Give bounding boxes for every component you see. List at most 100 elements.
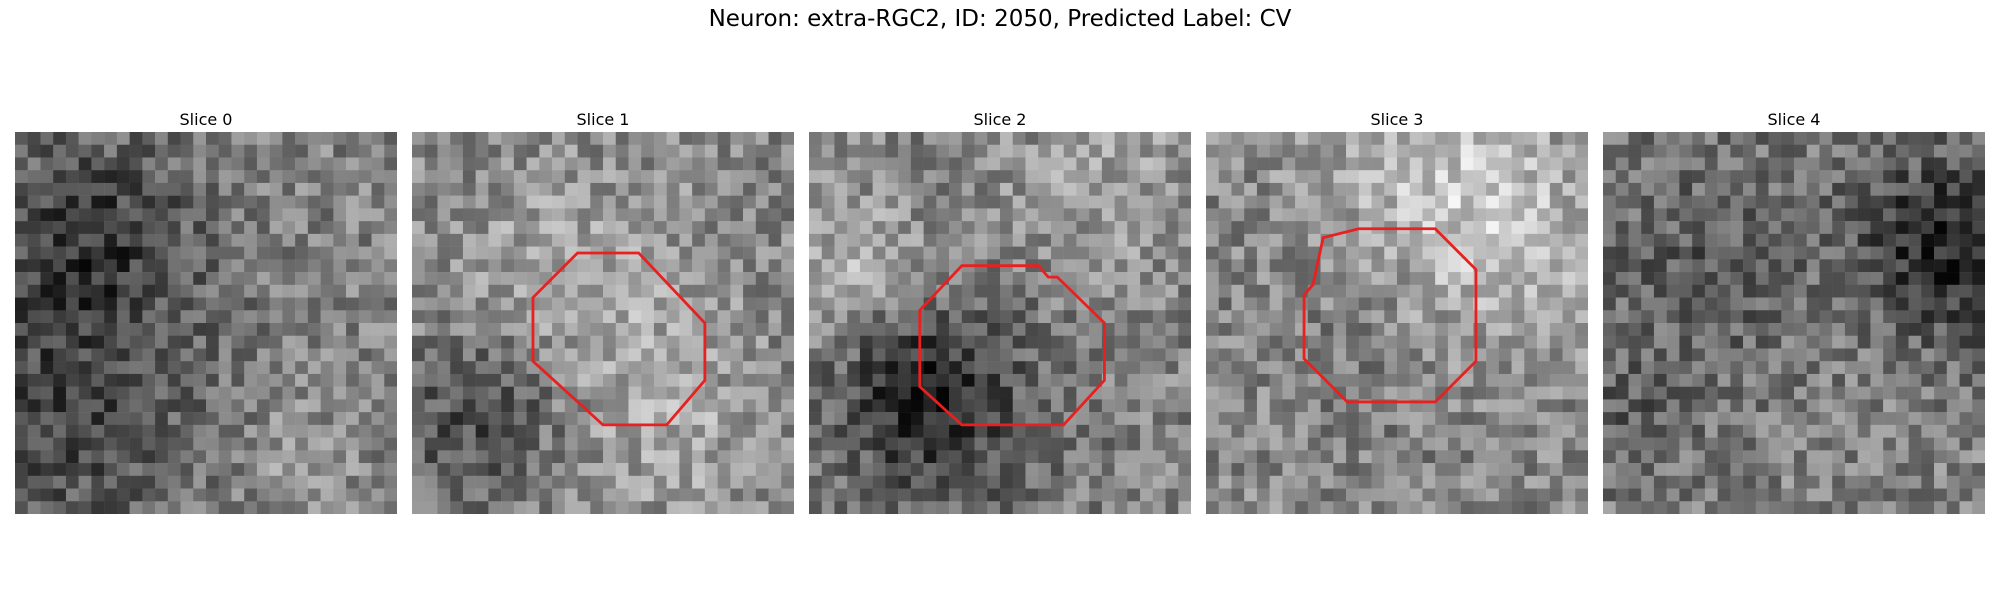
image-pixel [129, 284, 143, 298]
image-pixel [450, 323, 464, 336]
image-pixel [437, 386, 451, 400]
image-pixel [1333, 335, 1347, 349]
image-pixel [1934, 310, 1948, 324]
image-pixel [15, 246, 28, 260]
image-pixel [1575, 348, 1588, 362]
image-pixel [218, 144, 232, 158]
image-pixel [1178, 170, 1191, 184]
image-pixel [129, 386, 143, 400]
image-pixel [1972, 399, 1985, 413]
image-pixel [1781, 488, 1795, 502]
image-pixel [1384, 259, 1398, 273]
image-pixel [717, 246, 731, 260]
image-pixel [1231, 450, 1245, 464]
image-pixel [488, 424, 502, 438]
image-pixel [65, 284, 79, 298]
image-pixel [1025, 450, 1039, 464]
image-pixel [1358, 246, 1372, 260]
image-pixel [910, 348, 924, 362]
image-pixel [1218, 310, 1232, 324]
image-pixel [1603, 323, 1616, 336]
image-pixel [384, 335, 397, 349]
image-pixel [704, 450, 718, 464]
image-pixel [412, 221, 425, 235]
image-pixel [1794, 424, 1807, 438]
image-pixel [679, 182, 693, 196]
image-pixel [1295, 450, 1309, 464]
image-pixel [1666, 259, 1680, 273]
image-pixel [1921, 373, 1935, 387]
image-pixel [1486, 157, 1500, 171]
image-pixel [206, 501, 219, 514]
image-pixel [1641, 284, 1655, 298]
image-pixel [603, 259, 616, 273]
image-pixel [1946, 323, 1960, 336]
image-pixel [1460, 437, 1474, 451]
image-pixel [155, 144, 169, 158]
image-pixel [1114, 297, 1128, 311]
image-pixel [1460, 221, 1474, 235]
image-pixel [1269, 399, 1283, 413]
image-pixel [206, 335, 219, 349]
image-pixel [1781, 208, 1795, 222]
image-pixel [679, 259, 693, 273]
image-pixel [488, 221, 502, 235]
image-pixel [269, 310, 283, 324]
image-pixel [78, 182, 92, 196]
slice-title: Slice 4 [1767, 110, 1821, 129]
image-pixel [1895, 475, 1909, 489]
image-pixel [1282, 259, 1296, 273]
image-pixel [27, 221, 41, 235]
image-pixel [1050, 424, 1064, 438]
image-pixel [1972, 221, 1985, 235]
image-pixel [1794, 437, 1807, 451]
image-pixel [91, 335, 105, 349]
image-pixel [1666, 373, 1680, 387]
image-pixel [333, 373, 347, 387]
image-pixel [1781, 399, 1795, 413]
image-pixel [91, 132, 105, 145]
image-pixel [193, 475, 207, 489]
image-pixel [1615, 412, 1629, 426]
image-pixel [974, 450, 988, 464]
image-pixel [269, 170, 283, 184]
image-pixel [1870, 424, 1884, 438]
image-pixel [666, 335, 680, 349]
image-pixel [231, 221, 245, 235]
image-pixel [1307, 310, 1321, 324]
image-pixel [1921, 412, 1935, 426]
image-pixel [781, 144, 794, 158]
image-pixel [885, 182, 899, 196]
image-pixel [730, 373, 744, 387]
image-pixel [256, 361, 270, 375]
image-pixel [1127, 221, 1141, 235]
image-pixel [1562, 144, 1576, 158]
image-pixel [768, 259, 782, 273]
image-pixel [974, 348, 988, 362]
image-pixel [244, 386, 258, 400]
image-pixel [488, 501, 502, 514]
image-pixel [282, 501, 296, 514]
image-pixel [256, 144, 270, 158]
image-pixel [1025, 310, 1039, 324]
image-pixel [1717, 284, 1731, 298]
image-pixel [346, 488, 360, 502]
image-pixel [129, 259, 143, 273]
image-pixel [78, 412, 92, 426]
image-pixel [1307, 335, 1321, 349]
image-pixel [898, 501, 912, 514]
image-pixel [412, 284, 425, 298]
image-pixel [987, 233, 1001, 247]
image-pixel [1768, 335, 1782, 349]
image-pixel [1549, 233, 1563, 247]
image-pixel [1218, 412, 1232, 426]
image-pixel [346, 132, 360, 145]
image-pixel [628, 170, 642, 184]
image-pixel [1218, 475, 1232, 489]
image-pixel [1397, 348, 1410, 362]
image-pixel [424, 399, 438, 413]
image-pixel [1615, 437, 1629, 451]
image-pixel [743, 348, 757, 362]
image-pixel [743, 412, 757, 426]
image-pixel [1038, 170, 1052, 184]
